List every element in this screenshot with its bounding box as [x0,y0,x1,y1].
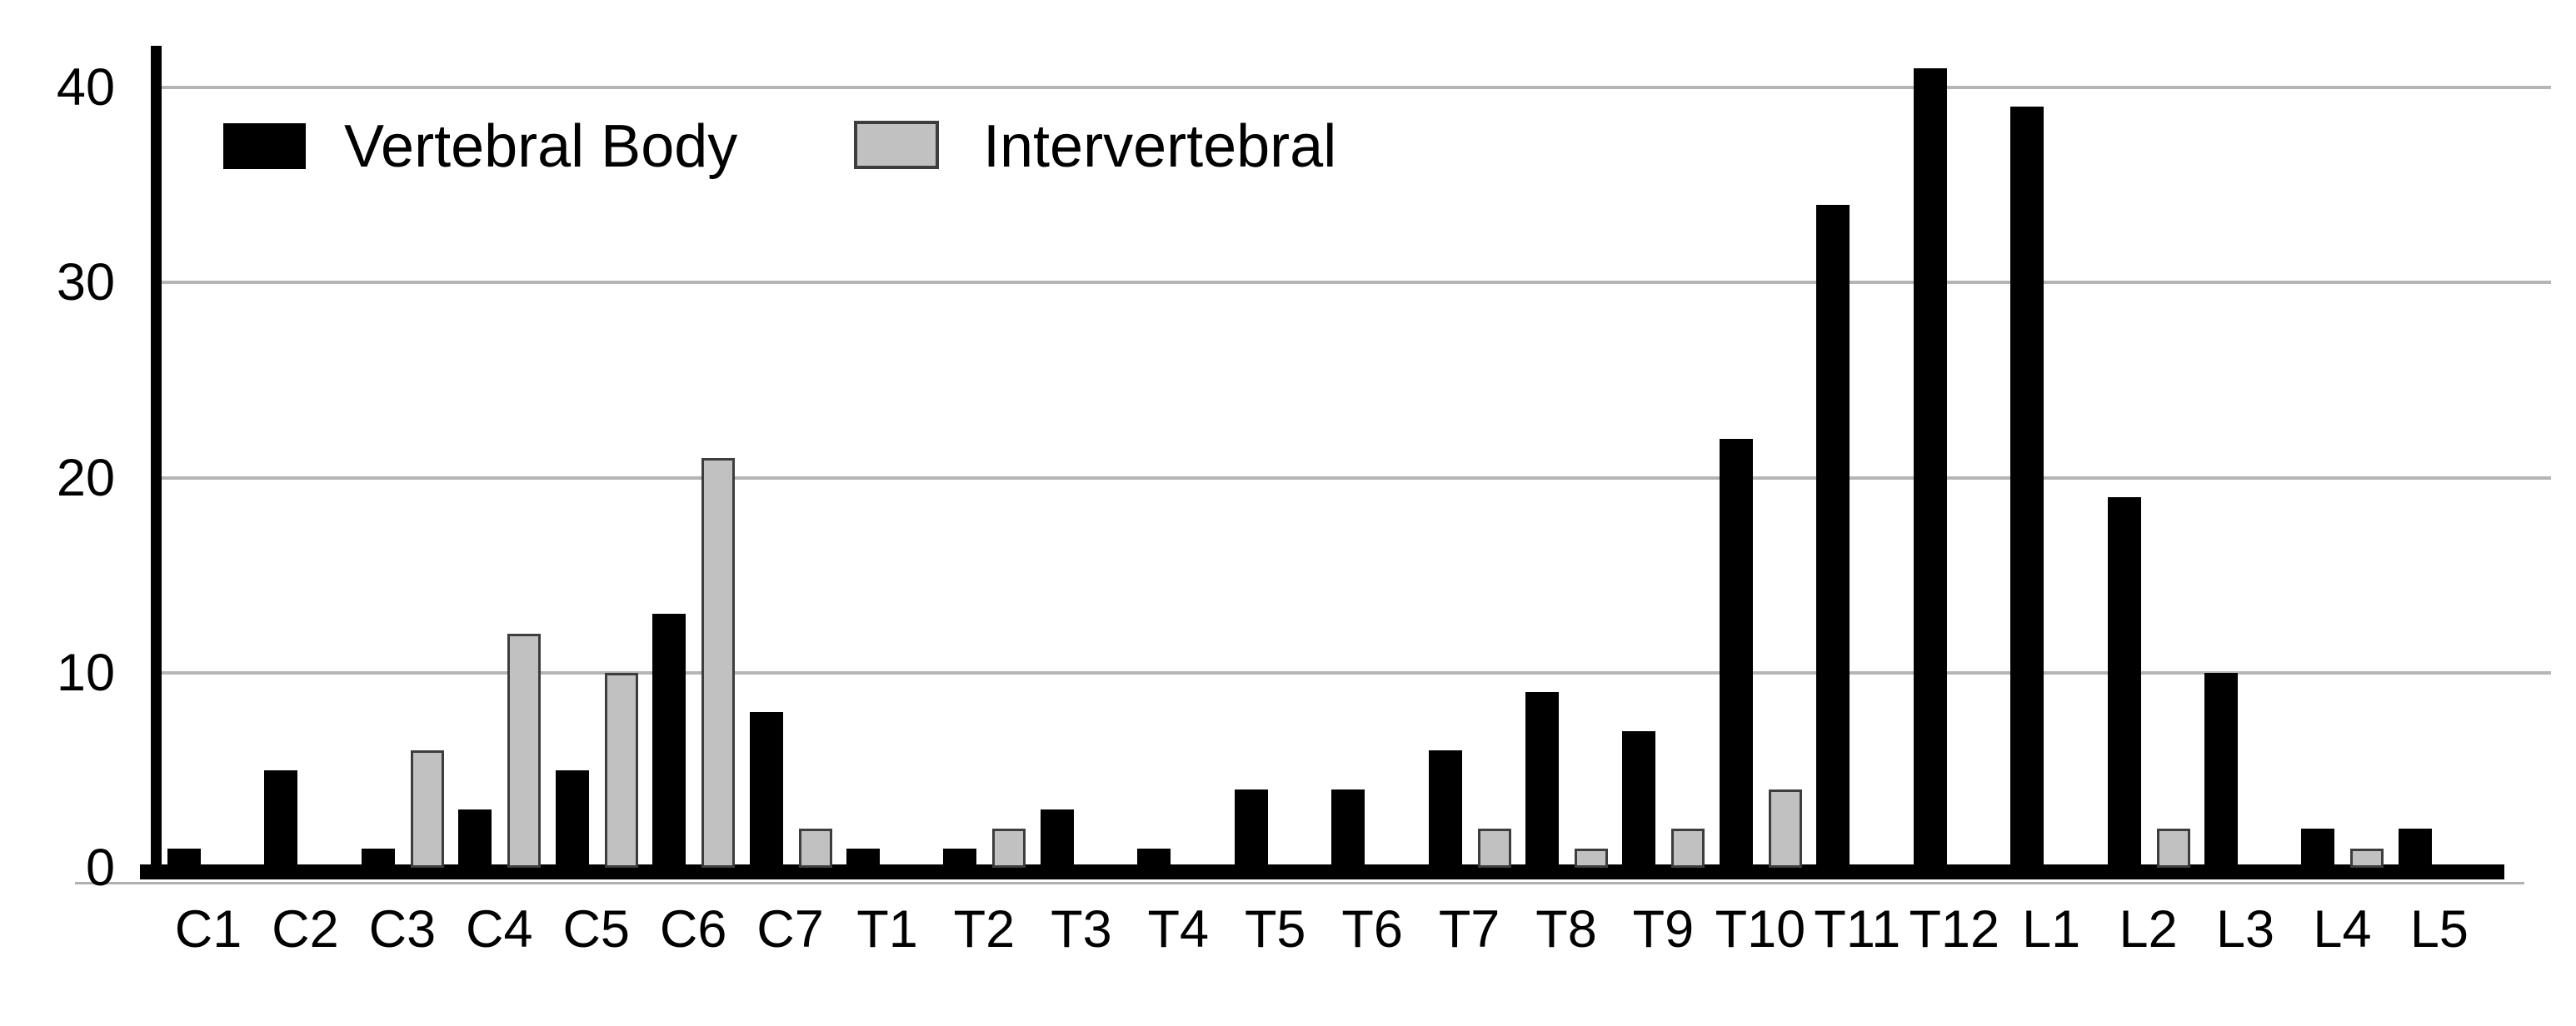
x-tick-label-t2: T2 [953,900,1016,959]
x-tick-label-c5: C5 [562,900,630,959]
x-tick-label-c3: C3 [368,900,437,959]
bar-t9-vertebral-body [1622,731,1656,868]
bar-l5-vertebral-body [2398,829,2432,868]
y-tick-label-10: 10 [56,643,115,702]
x-tick-label-c2: C2 [272,900,339,959]
gridline-20 [162,476,2551,480]
bar-l3-vertebral-body [2204,672,2239,868]
gridline-10 [162,670,2551,675]
bar-c2-vertebral-body [264,770,298,868]
gridline-30 [162,281,2551,285]
bar-l1-vertebral-body [2010,107,2044,868]
x-tick-label-t7: T7 [1438,900,1500,959]
bar-c5-vertebral-body [555,770,589,868]
bar-l2-vertebral-body [2107,496,2141,868]
x-tick-label-t6: T6 [1341,900,1403,959]
x-tick-label-t8: T8 [1535,900,1597,959]
x-tick-label-l2: L2 [2119,900,2178,959]
y-tick-label-30: 30 [56,253,115,312]
bar-t8-vertebral-body [1525,692,1560,868]
x-tick-label-t5: T5 [1244,900,1306,959]
bar-c3-vertebral-body [361,848,395,868]
x-tick-label-l4: L4 [2313,900,2372,959]
x-tick-label-c1: C1 [174,900,242,959]
bar-t3-vertebral-body [1040,809,1074,868]
x-tick-label-c4: C4 [466,900,533,959]
bar-c7-vertebral-body [749,711,783,868]
x-tick-label-t4: T4 [1147,900,1210,959]
bar-c3-intervertebral [410,750,444,868]
x-tick-label-l3: L3 [2215,900,2275,959]
bar-t12-vertebral-body [1913,67,1947,868]
bar-t10-vertebral-body [1719,438,1753,868]
legend-label-intervertebral: Intervertebral [983,113,1337,180]
bar-c1-vertebral-body [167,848,201,868]
legend-swatch-vertebral-body [223,123,306,169]
bar-c5-intervertebral [604,672,638,868]
x-tick-label-l1: L1 [2022,900,2081,959]
bar-c6-vertebral-body [652,614,686,868]
bar-c4-intervertebral [507,633,542,868]
bar-t5-vertebral-body [1234,789,1268,868]
bar-t2-vertebral-body [943,848,977,868]
bar-l2-intervertebral [2156,829,2190,868]
y-tick-label-40: 40 [56,58,115,117]
x-tick-label-t12: T12 [1909,900,2000,959]
x-tick-label-t3: T3 [1051,900,1112,959]
x-axis-shadow-line [75,882,2524,884]
bar-t4-vertebral-body [1137,848,1171,868]
y-axis-line [151,46,162,879]
bar-t1-vertebral-body [846,848,880,868]
y-tick-label-0: 0 [85,839,115,897]
bar-t11-vertebral-body [1816,204,1850,868]
x-tick-label-t11: T11 [1814,900,1901,959]
x-tick-label-c7: C7 [756,900,824,959]
x-tick-label-t9: T9 [1632,900,1695,959]
bar-t10-intervertebral [1768,789,1802,868]
x-axis-line [140,864,2504,879]
bar-l4-vertebral-body [2301,829,2335,868]
bar-t2-intervertebral [992,829,1026,868]
bar-t6-vertebral-body [1331,789,1365,868]
x-tick-label-c6: C6 [659,900,727,959]
x-tick-label-t1: T1 [856,900,918,959]
gridline-40 [162,86,2551,89]
bar-t8-intervertebral [1575,848,1609,868]
bar-t7-intervertebral [1477,829,1511,868]
bar-c7-intervertebral [798,829,832,868]
x-tick-label-t10: T10 [1715,900,1806,959]
x-tick-label-l5: L5 [2409,900,2469,959]
bar-c6-intervertebral [701,458,736,868]
legend-label-vertebral-body: Vertebral Body [344,113,738,180]
legend-swatch-intervertebral [854,121,939,169]
y-tick-label-20: 20 [56,448,115,507]
bar-l4-intervertebral [2350,848,2384,868]
bar-t7-vertebral-body [1428,750,1462,868]
bar-c4-vertebral-body [458,809,492,868]
bar-t9-intervertebral [1671,829,1705,868]
